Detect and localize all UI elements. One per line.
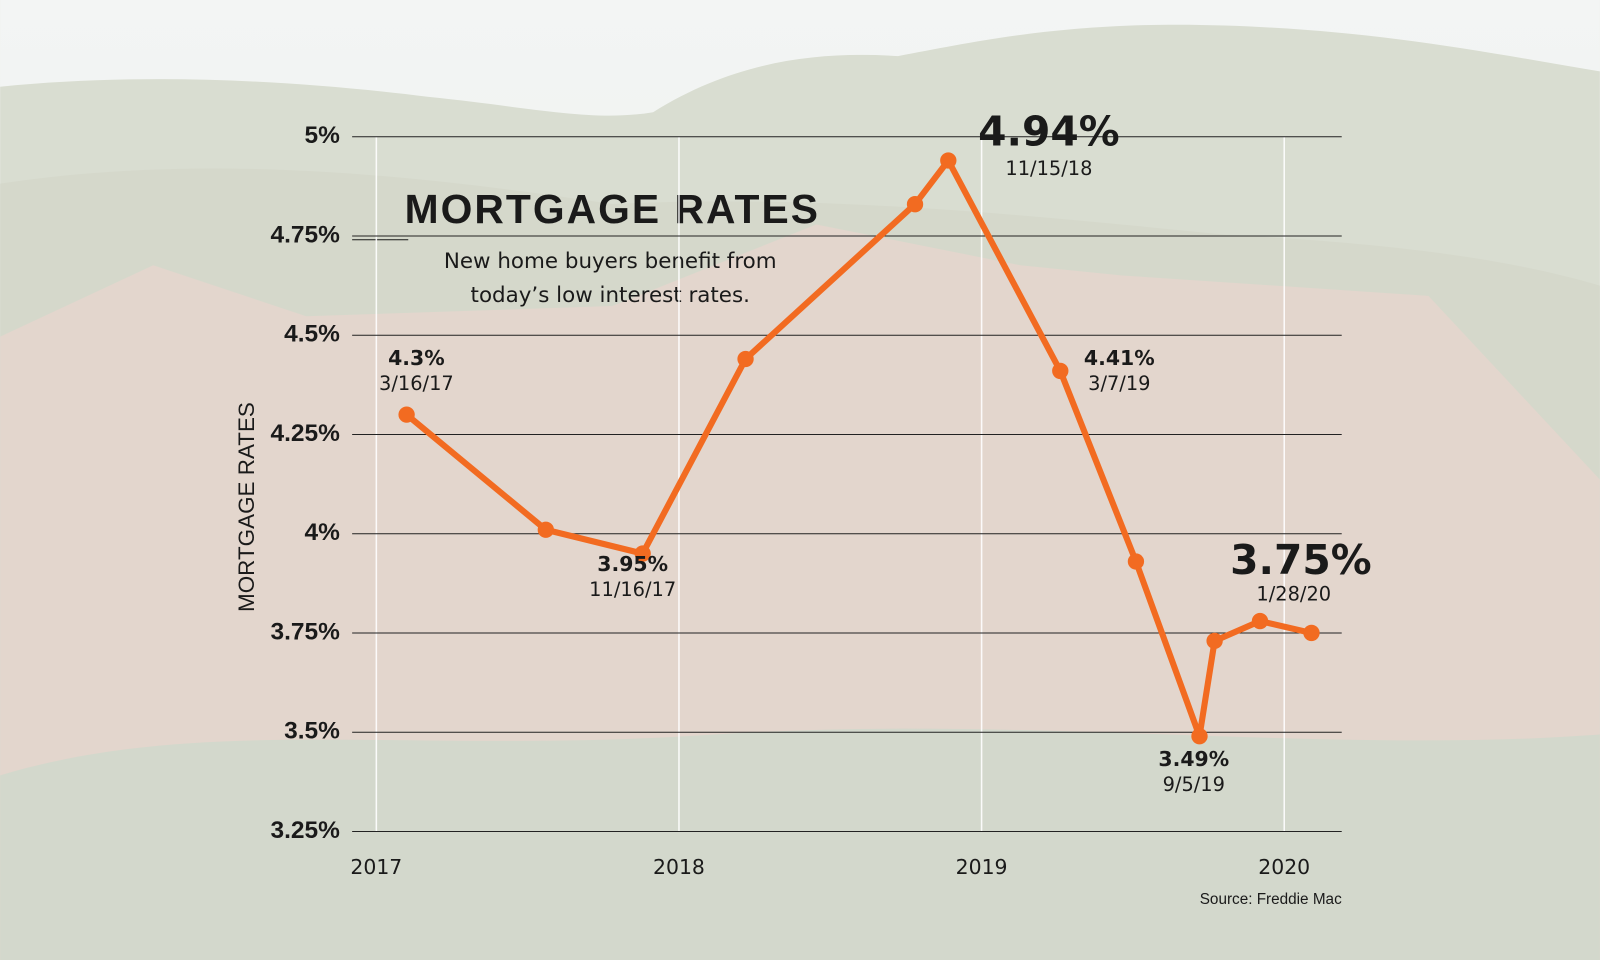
source: Source: Freddie Mac — [1200, 891, 1342, 908]
annotation-date: 9/5/19 — [1163, 773, 1225, 796]
point — [1251, 612, 1269, 630]
y-tick-label: 3.5% — [284, 718, 340, 745]
y-axis-label: MORTGAGE RATES — [234, 402, 259, 612]
y-tick-label: 4.25% — [271, 420, 341, 447]
line — [404, 157, 1313, 740]
annotation-value: 4.3% — [388, 346, 445, 370]
annotation-date: 3/16/17 — [379, 372, 454, 395]
point — [1191, 728, 1208, 745]
point — [906, 196, 924, 213]
annotation-value: 4.41% — [1084, 346, 1155, 370]
annotation-date: 1/28/20 — [1256, 582, 1331, 605]
point — [1052, 362, 1069, 380]
annotation-date: 11/16/17 — [589, 578, 676, 601]
point — [737, 350, 754, 368]
x-tick-label: 2017 — [350, 855, 402, 879]
point — [1206, 632, 1223, 650]
annotation-value: 4.94% — [978, 108, 1120, 156]
title: MORTGAGE RATES — [405, 186, 820, 232]
annotation-value: 3.49% — [1158, 747, 1229, 771]
annotation-date: 11/15/18 — [1005, 157, 1092, 180]
point — [940, 152, 957, 169]
x-tick-label: 2019 — [956, 855, 1008, 879]
subtitle: New home buyers benefit from — [444, 249, 777, 274]
x-tick-label: 2020 — [1258, 855, 1310, 879]
y-tick-label: 4.5% — [284, 321, 340, 348]
annotation-value: 3.95% — [597, 552, 668, 576]
y-tick-label: 4% — [305, 519, 341, 546]
annotation-date: 3/7/19 — [1088, 372, 1150, 395]
point — [398, 406, 415, 423]
point — [537, 521, 554, 538]
subtitle: today’s low interest rates. — [471, 283, 750, 308]
y-tick-label: 4.75% — [271, 221, 341, 248]
y-tick-label: 3.75% — [271, 618, 341, 645]
y-tick-label: 3.25% — [271, 817, 341, 844]
point — [1127, 553, 1145, 570]
point — [1303, 624, 1320, 642]
x-tick-label: 2018 — [653, 855, 705, 879]
annotation-value: 3.75% — [1230, 536, 1372, 584]
y-tick-label: 5% — [305, 122, 341, 149]
point — [634, 545, 651, 562]
